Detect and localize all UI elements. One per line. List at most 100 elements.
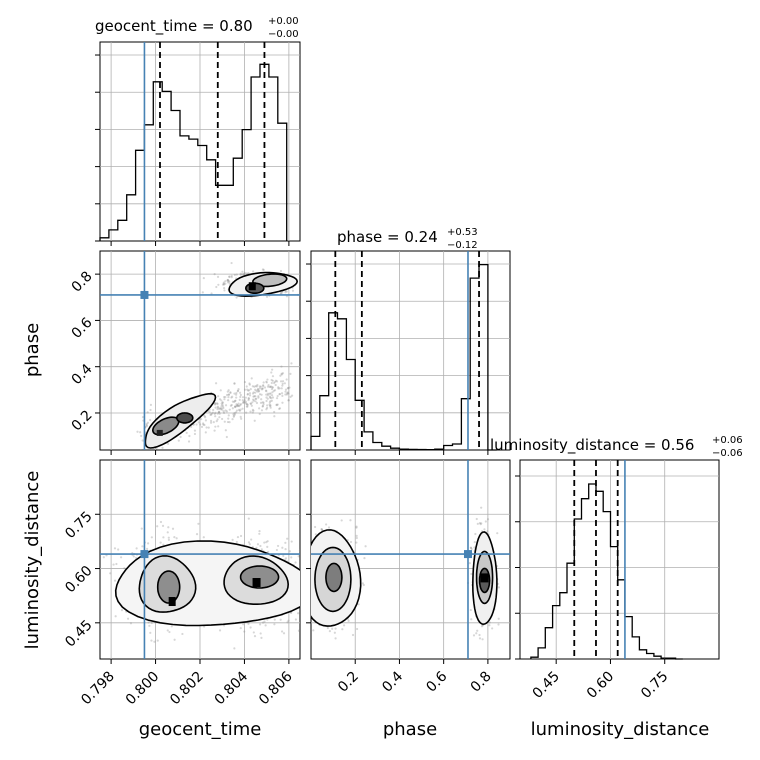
distance-phase-point [327, 526, 331, 529]
distance-geocent-point [275, 548, 278, 552]
phase-geocent-point [214, 425, 217, 428]
title-geocent-prefix: geocent_time = [95, 17, 219, 36]
distance-phase-point [470, 572, 473, 576]
phase-geocent-point [284, 388, 288, 391]
phase-geocent-point [229, 391, 232, 394]
phase-geocent-point [193, 432, 197, 436]
phase-geocent-point [218, 412, 221, 415]
distance-phase-point [308, 573, 310, 575]
distance-geocent-point [129, 622, 133, 625]
phase-geocent-point [247, 389, 251, 392]
phase-geocent-point [235, 405, 238, 408]
phase-geocent-point [195, 423, 198, 426]
phase-geocent-point [214, 415, 217, 418]
phase-geocent-point [255, 385, 258, 388]
phase-geocent-point [201, 291, 204, 294]
distance-phase-point [486, 530, 489, 533]
title-distance-median: 0.56 [661, 436, 694, 454]
distance-phase-point [351, 633, 355, 637]
phase-geocent-point [269, 406, 272, 409]
phase-geocent-point [253, 395, 256, 398]
distance-geocent-point [247, 517, 250, 520]
phase-geocent-point [238, 398, 241, 401]
phase-geocent-point [269, 404, 272, 407]
phase-geocent-point [245, 405, 249, 408]
distance-geocent-point [173, 638, 176, 641]
distance-phase-point [341, 628, 344, 631]
distance-geocent-point [287, 619, 290, 622]
phase-geocent-point [261, 387, 265, 390]
phase-geocent-point [269, 392, 272, 395]
phase-geocent-point [214, 382, 218, 385]
distance-phase-point [314, 533, 317, 536]
distance-geocent-point [303, 608, 305, 610]
phase-geocent-point [239, 395, 242, 399]
phase-geocent-point [252, 391, 255, 394]
phase-geocent-point [210, 413, 213, 416]
phase-geocent-point [278, 407, 282, 410]
phase-geocent-point [256, 390, 259, 393]
distance-phase-point [307, 537, 309, 539]
phase-geocent-point [280, 292, 283, 295]
title-geocent-time: geocent_time = 0.80 [95, 17, 253, 36]
phase-geocent-point [248, 394, 252, 397]
distance-geocent-point [218, 629, 222, 632]
phase-geocent-point [219, 407, 222, 410]
phase-geocent-point [232, 415, 235, 418]
phase-geocent-point [260, 388, 264, 391]
phase-geocent-point [257, 395, 260, 398]
phase-geocent-point [270, 381, 273, 385]
y-axis-label-luminosity-distance: luminosity_distance [22, 471, 43, 650]
distance-geocent-point [267, 550, 270, 553]
phase-geocent-point [222, 410, 225, 413]
distance-phase-point [469, 608, 472, 612]
phase-geocent-point [284, 393, 287, 396]
phase-geocent-point [224, 280, 227, 283]
phase-geocent-point [200, 418, 203, 421]
phase-geocent-point [271, 375, 275, 378]
distance-geocent-point [147, 621, 150, 624]
distance-geocent-point [161, 524, 165, 527]
distance-phase-point [468, 562, 471, 565]
phase-geocent-point [254, 397, 257, 401]
phase-geocent-point [281, 401, 284, 404]
distance-phase-point [334, 637, 337, 640]
phase-geocent-point [266, 404, 269, 407]
distance-phase-point [325, 523, 328, 526]
distance-geocent-point [166, 629, 169, 632]
phase-geocent-point [247, 389, 250, 392]
phase-geocent-point [283, 382, 286, 385]
distance-phase-point [304, 561, 306, 563]
phase-geocent-point [280, 365, 283, 368]
distance-phase-point [308, 576, 310, 578]
distance-geocent-point [258, 529, 261, 533]
phase-geocent-point [174, 451, 176, 453]
phase-geocent-point [257, 390, 260, 393]
distance-phase-point [307, 581, 309, 583]
phase-geocent-point [221, 408, 224, 411]
phase-geocent-point [241, 270, 244, 273]
distance-hist-xtick-label-1: 0.60 [584, 669, 617, 702]
distance-phase-point [483, 528, 486, 531]
phase-geocent-point [149, 408, 152, 412]
phase-geocent-point [281, 394, 284, 397]
phase-geocent-point [145, 422, 148, 425]
phase-geocent-point [287, 399, 290, 402]
phase-geocent-point [241, 396, 245, 399]
phase-geocent-point [223, 289, 226, 292]
phase-geocent-point [209, 419, 213, 423]
distance-phase-point [491, 627, 494, 630]
distance-geocent-xtick-label-1: 0.800 [123, 669, 163, 709]
phase-geocent-point [215, 419, 218, 423]
title-geocent-minus: −0.00 [268, 29, 299, 40]
distance-geocent-point [115, 562, 118, 566]
phase-geocent-point [233, 392, 236, 395]
truth-marker-phase-geocent [140, 290, 149, 299]
phase-geocent-peak-lower [156, 429, 163, 436]
distance-geocent-point [248, 543, 251, 546]
phase-geocent-point [271, 386, 274, 389]
phase-geocent-point [243, 380, 247, 384]
phase-geocent-point [281, 372, 285, 375]
phase-geocent-point [237, 388, 240, 391]
